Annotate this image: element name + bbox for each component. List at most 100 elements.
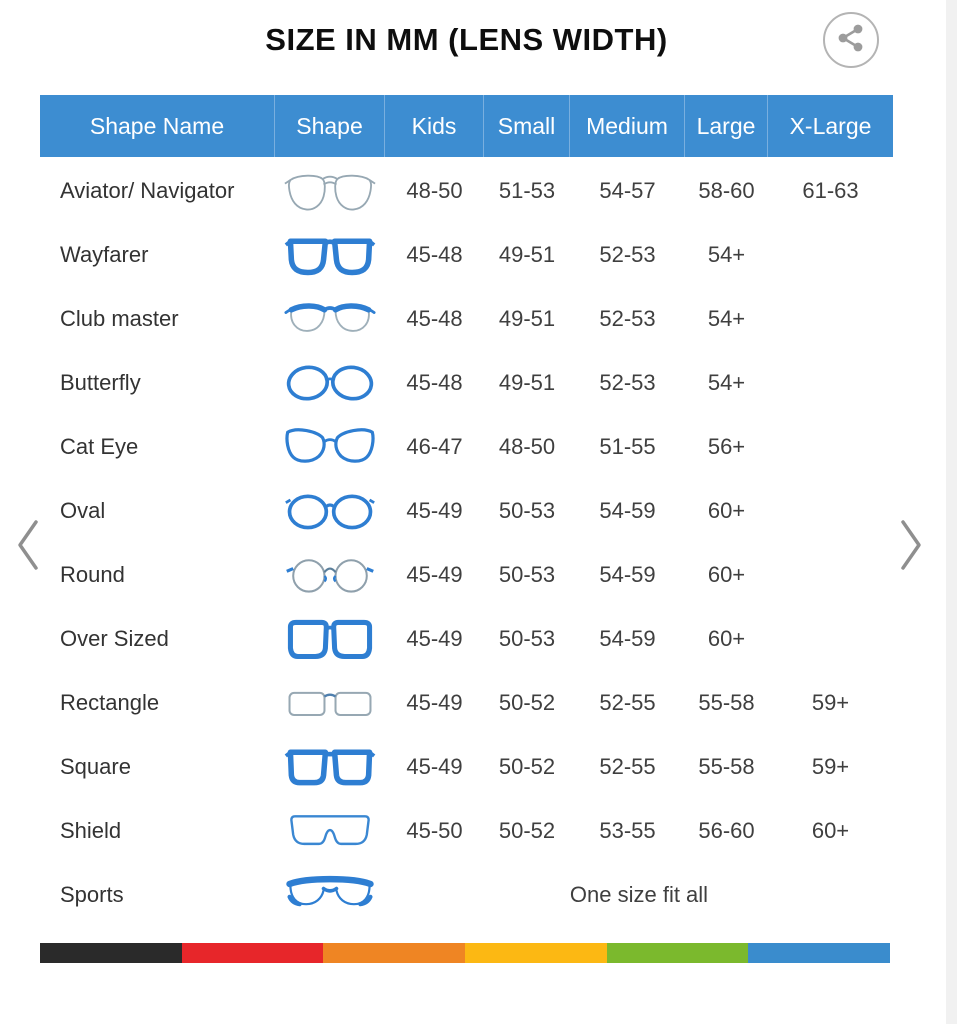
size-value-xlarge: 61-63 — [802, 178, 859, 203]
size-value-small: 50-53 — [498, 626, 556, 651]
color-bar-segment — [40, 943, 182, 963]
table-row: Rectangle 45-49 50-52 52-55 55-58 59+ — [40, 671, 893, 735]
size-value-small: 49-51 — [498, 370, 556, 395]
table-row: Round 45-49 50-53 54-59 60+ — [40, 543, 893, 607]
size-value-medium: 52-53 — [599, 370, 656, 395]
size-value-large: 55-58 — [698, 754, 755, 779]
size-value-kids: 46-47 — [406, 434, 463, 459]
size-value-large: 60+ — [707, 498, 746, 523]
size-value-small: 48-50 — [498, 434, 556, 459]
color-bar-segment — [606, 943, 749, 963]
share-button[interactable] — [823, 12, 879, 68]
size-value-small: 49-51 — [498, 242, 556, 267]
table-body: Aviator/ Navigator 48-50 51-53 54-57 58-60 6… — [40, 159, 893, 927]
size-value-small: 50-53 — [498, 562, 556, 587]
size-value-kids: 45-50 — [406, 818, 463, 843]
size-value-medium: 52-53 — [599, 242, 656, 267]
wayfarer-glasses-icon — [275, 231, 385, 279]
table-row: Butterfly 45-48 49-51 52-53 54+ — [40, 351, 893, 415]
size-value-medium: 54-59 — [599, 562, 656, 587]
clubmaster-glasses-icon — [275, 295, 385, 343]
rectangle-glasses-icon — [275, 679, 385, 727]
size-value-medium: 54-57 — [599, 178, 656, 203]
table-row: Oval 45-49 50-53 54-59 60+ — [40, 479, 893, 543]
round-glasses-icon — [275, 551, 385, 599]
cateye-glasses-icon — [275, 423, 385, 471]
oval-glasses-icon — [275, 487, 385, 535]
header-cell-kids: Kids — [385, 95, 484, 157]
color-bar-segment — [748, 943, 891, 963]
shape-name-label: Rectangle — [60, 690, 160, 715]
shape-name-label: Cat Eye — [60, 434, 139, 459]
aviator-glasses-icon — [275, 167, 385, 215]
size-value-large: 54+ — [707, 306, 746, 331]
table-row: Wayfarer 45-48 49-51 52-53 54+ — [40, 223, 893, 287]
sports-glasses-icon — [275, 871, 385, 919]
shape-name-label: Butterfly — [60, 370, 141, 395]
shield-glasses-icon — [275, 807, 385, 855]
size-value-small: 50-52 — [498, 754, 556, 779]
shape-name-label: Wayfarer — [60, 242, 149, 267]
oversized-glasses-icon — [275, 615, 385, 663]
table-row: Club master 45-48 49-51 52-53 54+ — [40, 287, 893, 351]
size-value-large: 56+ — [707, 434, 746, 459]
chevron-right-icon — [897, 520, 925, 576]
header-cell-large: Large — [685, 95, 768, 157]
size-value-small: 50-52 — [498, 818, 556, 843]
size-value-large: 60+ — [707, 562, 746, 587]
size-value-medium: 52-55 — [599, 754, 656, 779]
carousel-prev-button[interactable] — [14, 518, 42, 577]
table-row: Shield 45-50 50-52 53-55 56-60 60+ — [40, 799, 893, 863]
color-bar-segment — [181, 943, 324, 963]
shape-name-label: Over Sized — [60, 626, 169, 651]
share-icon — [836, 23, 866, 58]
size-value-large: 56-60 — [698, 818, 755, 843]
size-value-kids: 45-48 — [406, 370, 463, 395]
size-value-large: 60+ — [707, 626, 746, 651]
table-row: Aviator/ Navigator 48-50 51-53 54-57 58-60 6… — [40, 159, 893, 223]
shape-name-label: Oval — [60, 498, 106, 523]
table-row: Cat Eye 46-47 48-50 51-55 56+ — [40, 415, 893, 479]
color-bar-segment — [465, 943, 607, 963]
size-value-medium: 53-55 — [599, 818, 656, 843]
size-value-xlarge: 59+ — [811, 754, 850, 779]
butterfly-glasses-icon — [275, 359, 385, 407]
size-value-medium: 54-59 — [599, 626, 656, 651]
shape-name-label: Aviator/ Navigator — [60, 178, 235, 203]
size-value-kids: 48-50 — [406, 178, 463, 203]
size-value-kids: 45-49 — [406, 562, 463, 587]
shape-name-label: Round — [60, 562, 125, 587]
size-value-xlarge: 59+ — [811, 690, 850, 715]
brand-color-bar — [40, 943, 891, 963]
square-glasses-icon — [275, 743, 385, 791]
size-value-small: 51-53 — [498, 178, 556, 203]
page-title: SIZE IN MM (LENS WIDTH) — [265, 22, 668, 57]
size-value-kids: 45-48 — [406, 242, 463, 267]
size-value-kids: 45-49 — [406, 498, 463, 523]
size-value-xlarge: 60+ — [811, 818, 850, 843]
size-value-small: 50-53 — [498, 498, 556, 523]
header-cell-small: Small — [484, 95, 570, 157]
size-value-medium: 51-55 — [599, 434, 656, 459]
size-value-small: 50-52 — [498, 690, 556, 715]
shape-name-label: Square — [60, 754, 131, 779]
size-value-large: 55-58 — [698, 690, 755, 715]
color-bar-segment — [323, 943, 466, 963]
size-value-large: 54+ — [707, 370, 746, 395]
size-value-kids: 45-49 — [406, 690, 463, 715]
size-value-kids: 45-49 — [406, 626, 463, 651]
shape-name-label: Club master — [60, 306, 179, 331]
header-cell-shape: Shape — [275, 95, 385, 157]
size-value-large: 58-60 — [698, 178, 755, 203]
table-row: Over Sized 45-49 50-53 54-59 60+ — [40, 607, 893, 671]
table-row: Square 45-49 50-52 52-55 55-58 59+ — [40, 735, 893, 799]
page-right-gutter — [946, 0, 957, 1024]
header-cell-medium: Medium — [570, 95, 685, 157]
size-table: Shape Name Shape Kids Small Medium Large X-Lar… — [40, 95, 893, 907]
size-value-small: 49-51 — [498, 306, 556, 331]
header-cell-x-large: X-Large — [789, 112, 872, 139]
size-value-medium: 52-55 — [599, 690, 656, 715]
carousel-next-button[interactable] — [897, 518, 925, 577]
shape-name-label: Sports — [60, 882, 124, 907]
one-size-note: One size fit all — [569, 882, 709, 907]
